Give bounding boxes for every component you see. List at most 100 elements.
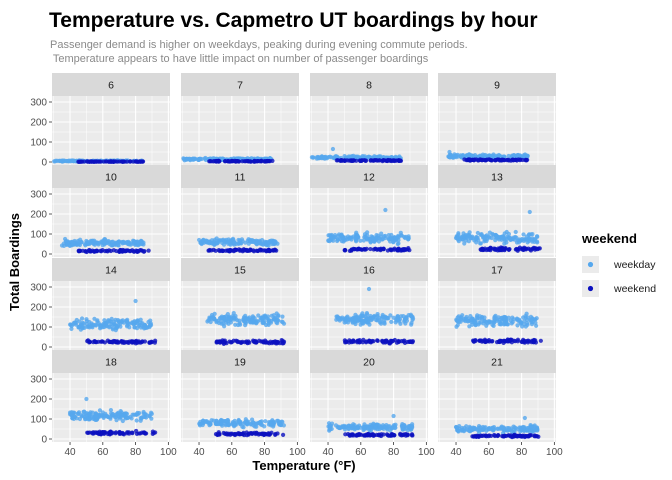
weekday-point	[461, 234, 466, 239]
weekday-point	[142, 322, 147, 327]
weekend-point	[343, 432, 348, 437]
facet-strip	[181, 165, 299, 188]
weekday-point	[254, 424, 259, 429]
weekday-point	[366, 286, 372, 292]
weekend-point	[368, 246, 373, 252]
weekend-point	[76, 159, 82, 164]
weekend-point	[364, 339, 369, 344]
weekend-point	[149, 339, 154, 344]
facet-strip	[310, 258, 428, 281]
x-tick-label: 80	[516, 447, 528, 458]
panel-background	[181, 373, 299, 442]
weekend-point	[251, 338, 256, 343]
legend-key-weekday-dot	[587, 261, 594, 268]
y-tick-label: 300	[30, 375, 47, 386]
weekend-point	[381, 158, 386, 163]
weekday-point	[530, 429, 535, 434]
weekday-point	[404, 316, 409, 321]
weekend-point	[111, 159, 116, 165]
weekend-point	[117, 430, 122, 435]
weekend-point	[467, 157, 472, 162]
weekend-point	[515, 339, 520, 344]
weekend-point	[271, 248, 276, 253]
weekday-point	[386, 316, 391, 321]
weekday-point	[396, 238, 401, 243]
panel-background	[52, 281, 170, 350]
weekday-point	[335, 238, 340, 244]
facet-strip	[52, 350, 170, 373]
weekend-point	[380, 338, 385, 343]
weekend-point	[123, 248, 128, 253]
weekend-point	[405, 247, 410, 252]
weekend-point	[86, 248, 91, 253]
weekday-point	[379, 237, 384, 242]
weekday-point	[108, 407, 114, 413]
weekend-point	[523, 158, 528, 163]
weekend-point	[404, 432, 410, 437]
weekday-point	[94, 414, 99, 419]
weekend-point	[525, 340, 531, 345]
weekend-point	[479, 158, 485, 163]
weekday-point	[121, 320, 126, 325]
weekend-point	[538, 338, 543, 343]
weekend-point	[499, 157, 504, 163]
weekend-point	[484, 339, 489, 344]
weekend-point	[144, 431, 149, 436]
x-axis-title: Temperature (°F)	[252, 458, 355, 473]
weekday-point	[202, 156, 207, 161]
weekend-point	[243, 159, 248, 164]
weekend-point	[259, 158, 264, 163]
weekday-point	[382, 320, 387, 325]
weekday-point	[94, 323, 99, 328]
weekday-point	[365, 230, 370, 235]
weekday-point	[309, 155, 315, 160]
weekday-point	[350, 424, 356, 430]
weekday-point	[135, 326, 140, 331]
weekday-point	[332, 232, 338, 238]
weekday-point	[343, 319, 349, 324]
weekday-point	[377, 315, 382, 320]
weekend-point	[511, 158, 516, 163]
weekday-point	[226, 321, 231, 326]
weekend-point	[233, 159, 238, 164]
weekend-point	[247, 159, 253, 164]
facet-strip	[181, 350, 299, 373]
facet-panel-hour-18: 18 0 100 200 300 40 60 80 100	[30, 350, 177, 458]
weekend-point	[503, 245, 508, 251]
weekday-point	[233, 421, 238, 426]
x-tick-label: 100	[160, 447, 177, 458]
facet-strip-label: 15	[234, 265, 246, 277]
weekday-point	[85, 241, 90, 246]
weekend-point	[261, 340, 267, 345]
y-tick-label: 300	[30, 283, 47, 294]
weekday-point	[249, 238, 254, 243]
weekend-point	[347, 340, 352, 345]
weekday-point	[345, 237, 350, 242]
facet-panel-hour-15: 15	[181, 258, 299, 350]
weekend-point	[387, 341, 392, 346]
weekday-point	[90, 414, 95, 419]
weekday-point	[504, 237, 509, 242]
weekday-point	[394, 318, 399, 323]
weekend-point	[486, 434, 491, 439]
weekday-point	[358, 238, 363, 243]
weekday-point	[524, 317, 530, 322]
weekday-point	[409, 322, 414, 327]
weekday-point	[513, 229, 518, 235]
weekday-point	[515, 323, 520, 328]
weekday-point	[526, 232, 532, 237]
weekend-point	[471, 339, 477, 344]
weekday-point	[258, 420, 263, 425]
weekday-point	[85, 416, 90, 421]
facet-strip	[52, 258, 170, 281]
weekend-point	[387, 158, 392, 163]
facet-strip	[52, 165, 170, 188]
weekday-point	[365, 424, 370, 429]
weekend-point	[361, 433, 367, 438]
facet-strip	[310, 165, 428, 188]
weekday-point	[361, 238, 366, 243]
weekday-point	[523, 324, 528, 329]
weekday-point	[208, 421, 213, 426]
weekend-point	[386, 433, 391, 438]
weekday-point	[511, 153, 516, 158]
